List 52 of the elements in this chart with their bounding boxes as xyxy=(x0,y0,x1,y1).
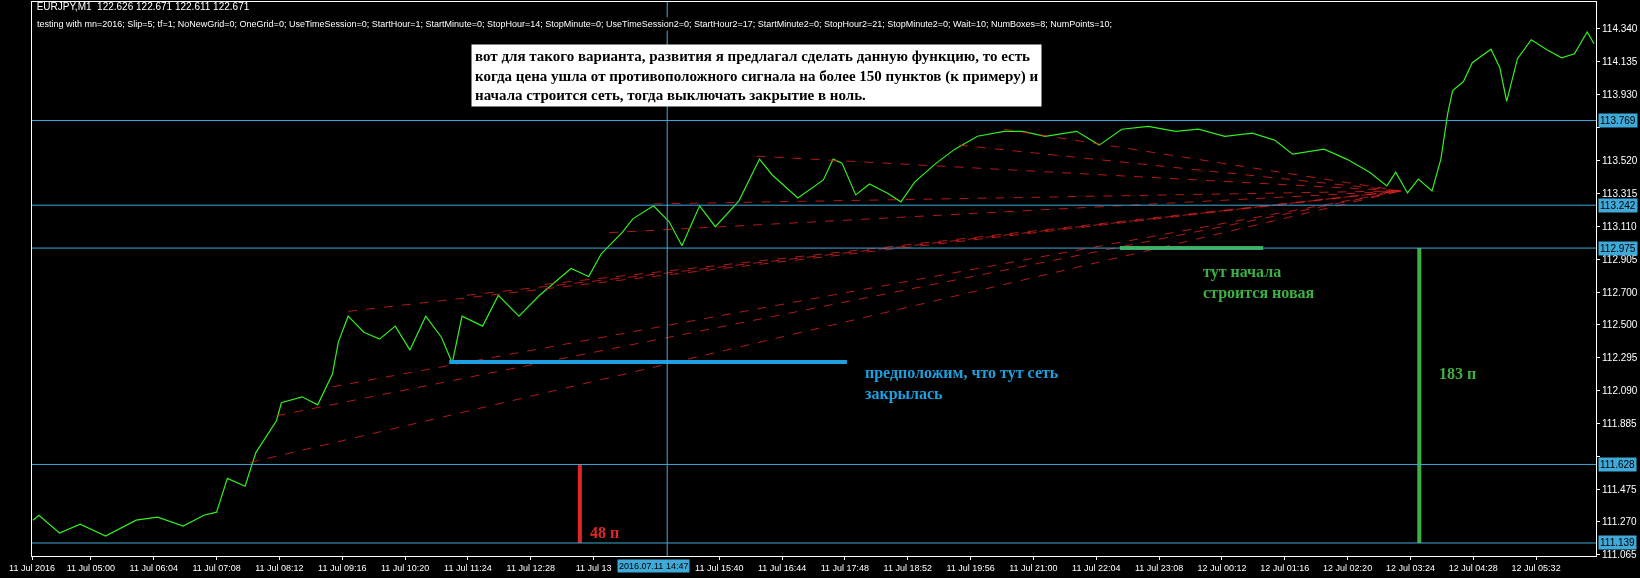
x-tick-label: 12 Jul 04:28 xyxy=(1448,562,1498,573)
text: testing with mn=2016; Slip=5; tf=1; NoNewGrid=0; OneGrid=0; UseTimeSession=0; StartHour=1; StartMinute=0; StopHour=14; StopMinute=0; UseTimeSession2=0; StartHour2=17; StartMinute2=0; StopHour2=21; StopMinute2=0; Wait=10; NumBoxes=8; NumPoints=10; xyxy=(37,19,1113,29)
ref-line-label: 113.769 xyxy=(1600,115,1636,126)
x-tick-label: 11 Jul 06:04 xyxy=(129,562,178,573)
y-tick-label: 112.905 xyxy=(1602,253,1638,265)
y-tick-label: 113.315 xyxy=(1602,187,1638,199)
x-tick-label: 12 Jul 05:32 xyxy=(1511,562,1561,573)
y-tick-label: 113.520 xyxy=(1602,155,1638,167)
x-tick-label: 11 Jul 2016 xyxy=(9,562,55,573)
x-tick-label: 11 Jul 16:44 xyxy=(757,562,807,573)
annotation: вот для такого варианта, развития я предлагал сделать данную функцию, то есть когда цена ушла от противоположного сигнала на более 150 пунктов (к примеру) и начала строится сеть, тогда выключать закрытие в ноль. xyxy=(475,48,1039,103)
x-tick-label: 11 Jul 13 xyxy=(575,562,612,573)
y-tick-label: 111.270 xyxy=(1602,516,1638,528)
x-tick-label: 11 Jul 08:12 xyxy=(255,562,304,573)
x-tick-label: 11 Jul 17:48 xyxy=(820,562,870,573)
x-tick-label: 11 Jul 21:00 xyxy=(1009,562,1058,573)
x-tick-label: 11 Jul 22:04 xyxy=(1072,562,1121,573)
ref-line-label: 2016.07.11 14:47 xyxy=(619,561,689,571)
x-tick-label: 11 Jul 12:28 xyxy=(506,562,555,573)
ref-line-label: 111.628 xyxy=(1600,459,1636,470)
y-tick-label: 113.930 xyxy=(1602,89,1638,101)
y-tick-label: 111.065 xyxy=(1602,549,1638,561)
x-tick-label: 11 Jul 18:52 xyxy=(883,562,932,573)
y-tick-label: 112.500 xyxy=(1602,318,1638,330)
y-tick-label: 112.700 xyxy=(1602,286,1638,298)
x-tick-label: 11 Jul 07:08 xyxy=(192,562,241,573)
x-tick-label: 11 Jul 19:56 xyxy=(946,562,995,573)
x-tick-label: 12 Jul 00:12 xyxy=(1197,562,1247,573)
y-tick-label: 114.340 xyxy=(1602,23,1638,35)
annotation: тут начала строится новая xyxy=(1203,263,1315,302)
chart-title: EURJPY,M1 122.626 122.671 122.611 122.671 xyxy=(36,0,250,12)
ref-line-label: 113.242 xyxy=(1600,200,1636,211)
x-tick-label: 12 Jul 01:16 xyxy=(1260,562,1310,573)
y-tick-label: 114.135 xyxy=(1602,56,1638,68)
y-tick-label: 112.295 xyxy=(1602,351,1638,363)
x-tick-label: 11 Jul 09:16 xyxy=(318,562,367,573)
y-tick-label: 111.475 xyxy=(1602,483,1638,495)
y-tick-label: 112.090 xyxy=(1602,384,1638,396)
x-tick-label: 12 Jul 02:20 xyxy=(1323,562,1373,573)
x-tick-label: 11 Jul 10:20 xyxy=(380,562,430,573)
x-tick-label: 11 Jul 23:08 xyxy=(1134,562,1184,573)
annotation: 48 п xyxy=(590,524,620,541)
annotation: предположим, что тут сеть закрылась xyxy=(865,364,1059,403)
x-tick-label: 12 Jul 03:24 xyxy=(1385,562,1435,573)
y-tick-label: 113.110 xyxy=(1602,220,1638,232)
ref-line-label: 112.975 xyxy=(1600,243,1636,254)
y-tick-label: 111.885 xyxy=(1602,417,1638,429)
x-tick-label: 11 Jul 05:00 xyxy=(66,562,116,573)
annotation: 183 п xyxy=(1439,365,1477,382)
ref-line-label: 111.139 xyxy=(1600,537,1636,548)
x-tick-label: 11 Jul 11:24 xyxy=(444,562,492,573)
x-tick-label: 11 Jul 15:40 xyxy=(695,562,744,573)
